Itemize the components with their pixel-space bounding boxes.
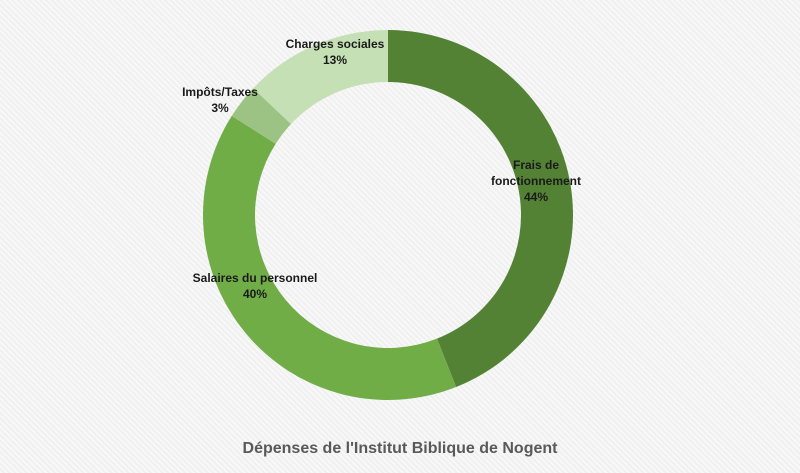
slice-salaires-du-personnel	[202, 115, 457, 400]
slice-imp-ts-taxes	[231, 88, 292, 144]
data-label-imp-ts-taxes: Impôts/Taxes 3%	[182, 85, 258, 115]
data-label-salaires-du-personnel: Salaires du personnel 40%	[193, 271, 318, 301]
slice-frais-de-fonctionnement	[388, 30, 574, 388]
data-label-frais-de-fonctionnement: Frais de fonctionnement 44%	[491, 158, 581, 204]
chart-title: Dépenses de l'Institut Biblique de Nogen…	[242, 440, 558, 457]
slice-charges-sociales	[253, 30, 388, 124]
data-label-charges-sociales: Charges sociales 13%	[286, 37, 385, 67]
